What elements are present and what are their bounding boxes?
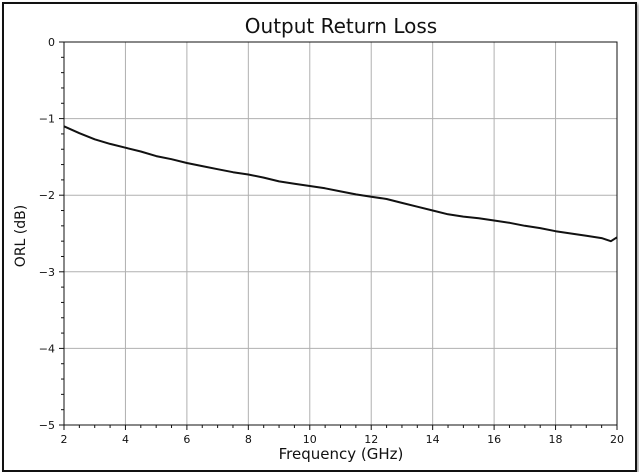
- x-tick-label: 10: [303, 433, 317, 446]
- y-tick-label: −2: [39, 189, 55, 202]
- x-axis-label: Frequency (GHz): [279, 445, 404, 463]
- y-axis-label: ORL (dB): [13, 205, 29, 267]
- y-tick-label: −5: [39, 419, 55, 432]
- x-tick-label: 6: [183, 433, 190, 446]
- y-tick-label: −3: [39, 266, 55, 279]
- grid-lines: [63, 41, 618, 426]
- x-tick-label: 2: [61, 433, 68, 446]
- series-group: [63, 125, 618, 243]
- series-line: [63, 125, 618, 243]
- line-chart: Output Return Loss 2 4 6 8 10 12 14 16 18 20 0 −1 −2…: [13, 14, 624, 463]
- x-tick-label: 4: [122, 433, 129, 446]
- axis-ticks: [59, 41, 618, 430]
- tick-labels: 2 4 6 8 10 12 14 16 18 20 0 −1 −2 −3 −4 −5: [39, 36, 624, 446]
- x-tick-label: 20: [610, 433, 624, 446]
- y-tick-label: −4: [39, 342, 55, 355]
- x-tick-label: 16: [487, 433, 501, 446]
- chart-title: Output Return Loss: [245, 14, 437, 38]
- plot-area: [63, 41, 618, 426]
- x-tick-label: 18: [549, 433, 563, 446]
- y-tick-label: −1: [39, 113, 55, 126]
- x-tick-label: 12: [364, 433, 378, 446]
- y-tick-label: 0: [48, 36, 55, 49]
- x-tick-label: 8: [245, 433, 252, 446]
- x-tick-label: 14: [426, 433, 440, 446]
